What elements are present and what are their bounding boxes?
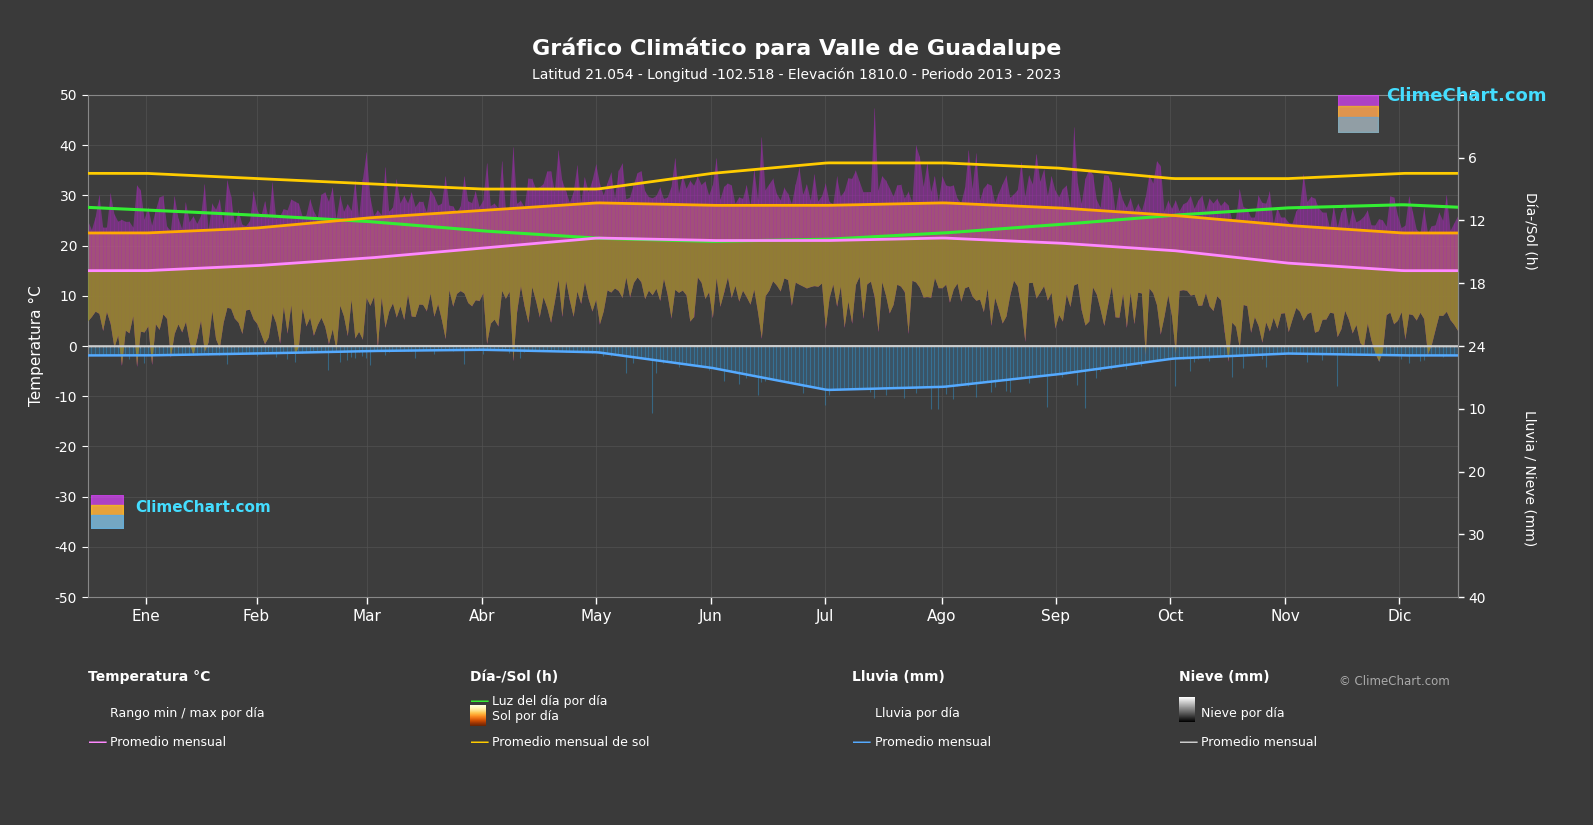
Text: Lluvia por día: Lluvia por día — [875, 707, 959, 720]
Text: Día-/Sol (h): Día-/Sol (h) — [1523, 192, 1536, 270]
Y-axis label: Temperatura °C: Temperatura °C — [29, 285, 43, 407]
Text: Latitud 21.054 - Longitud -102.518 - Elevación 1810.0 - Periodo 2013 - 2023: Latitud 21.054 - Longitud -102.518 - Ele… — [532, 68, 1061, 82]
Text: —: — — [88, 733, 107, 752]
Text: Luz del día por día: Luz del día por día — [492, 695, 609, 708]
Text: ClimeChart.com: ClimeChart.com — [1386, 87, 1547, 105]
Text: Nieve (mm): Nieve (mm) — [1179, 670, 1270, 684]
Text: Día-/Sol (h): Día-/Sol (h) — [470, 670, 558, 684]
Text: Lluvia (mm): Lluvia (mm) — [852, 670, 945, 684]
Text: Promedio mensual: Promedio mensual — [875, 736, 991, 749]
Text: Nieve por día: Nieve por día — [1201, 707, 1284, 720]
Text: Gráfico Climático para Valle de Guadalupe: Gráfico Climático para Valle de Guadalup… — [532, 37, 1061, 59]
Text: Rango min / max por día: Rango min / max por día — [110, 707, 264, 720]
Text: Promedio mensual de sol: Promedio mensual de sol — [492, 736, 650, 749]
Text: Promedio mensual: Promedio mensual — [1201, 736, 1317, 749]
Text: —: — — [470, 691, 489, 711]
Text: Sol por día: Sol por día — [492, 710, 559, 723]
Text: © ClimeChart.com: © ClimeChart.com — [1338, 675, 1450, 688]
Text: —: — — [852, 733, 871, 752]
Text: Promedio mensual: Promedio mensual — [110, 736, 226, 749]
Text: Temperatura °C: Temperatura °C — [88, 670, 210, 684]
Text: ClimeChart.com: ClimeChart.com — [135, 500, 271, 515]
Text: —: — — [1179, 733, 1198, 752]
Text: Lluvia / Nieve (mm): Lluvia / Nieve (mm) — [1523, 410, 1536, 547]
Text: —: — — [470, 733, 489, 752]
